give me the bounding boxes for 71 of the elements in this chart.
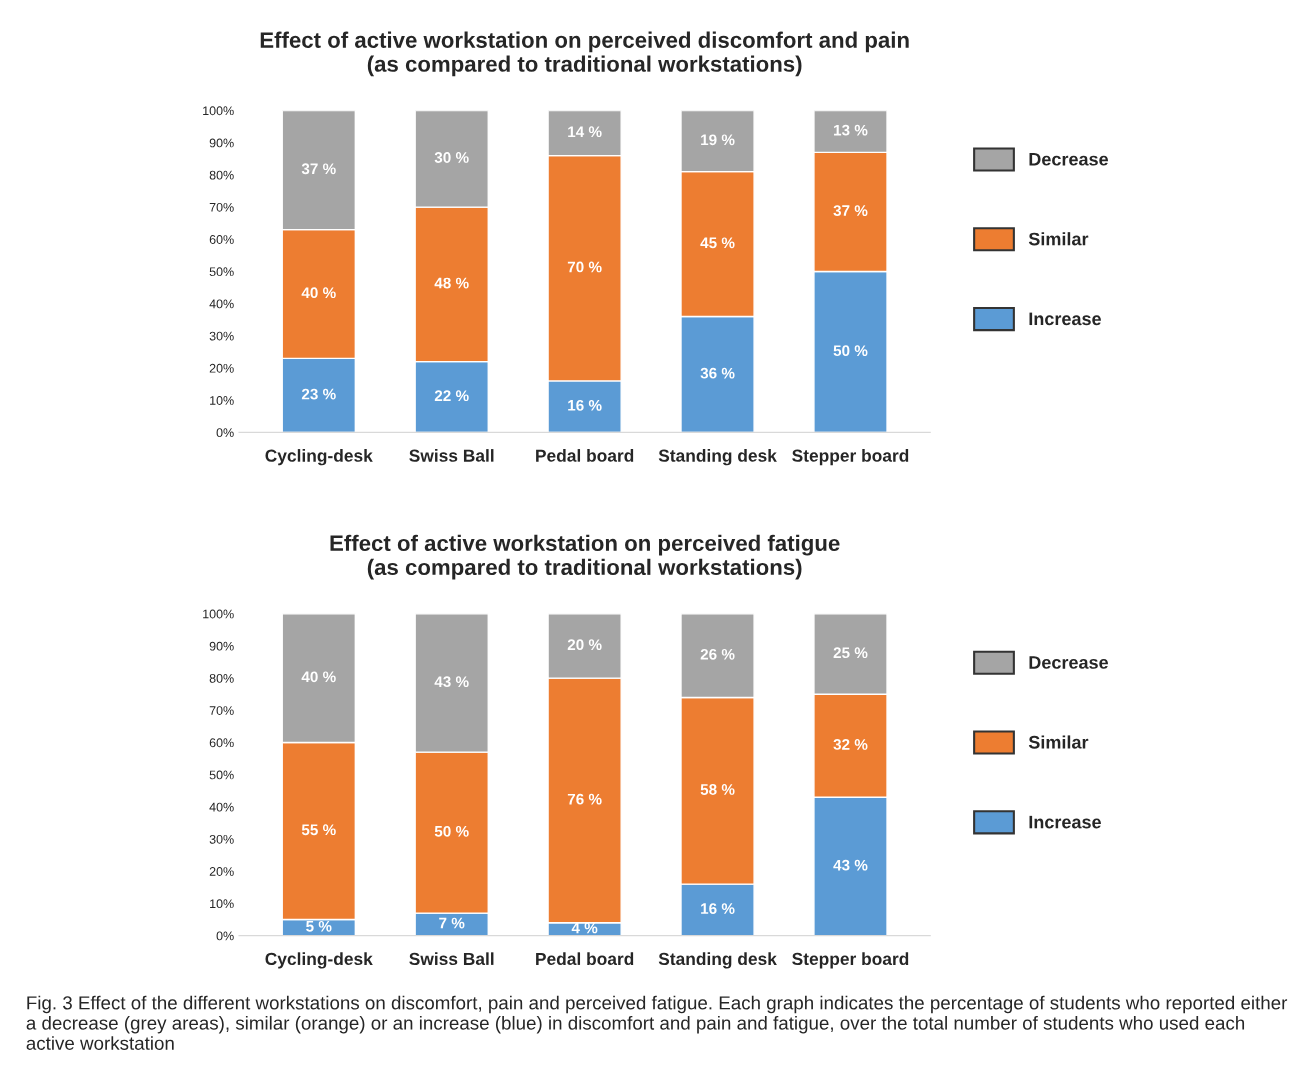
y-tick-label: 90% — [209, 641, 234, 651]
chart-title: Effect of active workstation on perceived fatigue (as compared to traditional workstations) — [330, 534, 840, 580]
data-label: 70 % — [567, 261, 602, 273]
data-label: 13 % — [834, 124, 868, 136]
y-tick-label: 10% — [210, 899, 234, 909]
data-label: 23 % — [301, 388, 336, 400]
legend-label: Decrease — [1029, 656, 1108, 669]
data-label: 36 % — [700, 367, 735, 379]
data-label: 45 % — [700, 237, 735, 249]
y-tick-label: 90% — [209, 138, 234, 148]
data-label: 43 % — [434, 676, 469, 688]
y-tick-label: 70% — [209, 706, 234, 715]
legend-label: Similar — [1028, 232, 1089, 246]
data-label: 14 % — [568, 126, 602, 138]
x-tick-label: Swiss Ball — [409, 952, 494, 966]
data-label: 40 % — [301, 671, 336, 683]
y-tick-label: 80% — [209, 673, 234, 683]
x-tick-label: Swiss Ball — [409, 449, 494, 462]
y-tick-label: 20% — [209, 363, 234, 373]
data-label: 7 % — [439, 917, 465, 929]
data-label: 16 % — [701, 903, 735, 915]
data-label: 30 % — [434, 152, 469, 163]
chart-title: Effect of active workstation on perceived discomfort and pain (as compared to traditional workstations) — [260, 31, 909, 77]
y-tick-label: 60% — [209, 235, 234, 244]
data-label: 16 % — [568, 399, 602, 411]
y-tick-label: 20% — [209, 867, 234, 876]
y-tick-label: 0% — [216, 931, 234, 941]
y-tick-label: 0% — [216, 428, 234, 438]
y-tick-label: 50% — [209, 267, 234, 277]
data-label: 25 % — [833, 647, 868, 659]
legend-label: Increase — [1029, 815, 1101, 829]
data-label: 37 % — [833, 205, 868, 217]
y-tick-label: 80% — [209, 170, 234, 180]
data-label: 26 % — [700, 648, 735, 660]
y-tick-label: 40% — [209, 299, 234, 309]
data-label: 50 % — [833, 345, 868, 357]
x-tick-label: Pedal board — [536, 449, 634, 462]
data-label: 76 % — [567, 793, 602, 805]
data-label: 50 % — [434, 825, 469, 837]
data-label: 55 % — [301, 824, 336, 836]
y-tick-label: 30% — [209, 331, 234, 341]
caption: Fig. 3 Effect of the different workstations on discomfort, pain and perceived fatigue. Each graph indicates the percentage of students who reported either a decrease (grey areas), similar (orange) or an increase (blue) in discomfort and pain and fatigue, over the total number of students who used each active workstation — [26, 995, 1288, 1050]
x-tick-label: Cycling-desk — [265, 449, 373, 466]
data-label: 19 % — [701, 134, 735, 146]
data-label: 22 % — [434, 390, 469, 402]
data-label: 32 % — [833, 739, 868, 750]
y-tick-label: 100% — [203, 609, 234, 619]
x-tick-label: Standing desk — [658, 952, 777, 969]
y-tick-label: 10% — [210, 396, 234, 405]
y-tick-label: 70% — [209, 202, 234, 212]
y-tick-label: 100% — [203, 106, 234, 116]
data-label: 43 % — [833, 859, 868, 871]
data-label: 5 % — [306, 920, 332, 932]
legend-label: Similar — [1028, 735, 1089, 749]
x-tick-label: Stepper board — [792, 952, 909, 969]
x-tick-label: Standing desk — [658, 449, 777, 466]
x-tick-label: Stepper board — [792, 449, 909, 466]
legend-label: Increase — [1029, 312, 1101, 326]
y-tick-label: 60% — [209, 738, 234, 748]
data-label: 37 % — [301, 163, 336, 175]
data-label: 4 % — [571, 922, 598, 934]
data-label: 58 % — [700, 784, 735, 795]
y-tick-label: 30% — [209, 834, 234, 844]
x-tick-label: Pedal board — [536, 952, 634, 966]
y-tick-label: 40% — [209, 802, 234, 812]
legend-label: Decrease — [1029, 153, 1108, 166]
x-tick-label: Cycling-desk — [265, 952, 373, 969]
y-tick-label: 50% — [209, 770, 234, 780]
data-label: 48 % — [434, 277, 469, 289]
data-label: 20 % — [567, 639, 602, 651]
data-label: 40 % — [301, 287, 336, 299]
